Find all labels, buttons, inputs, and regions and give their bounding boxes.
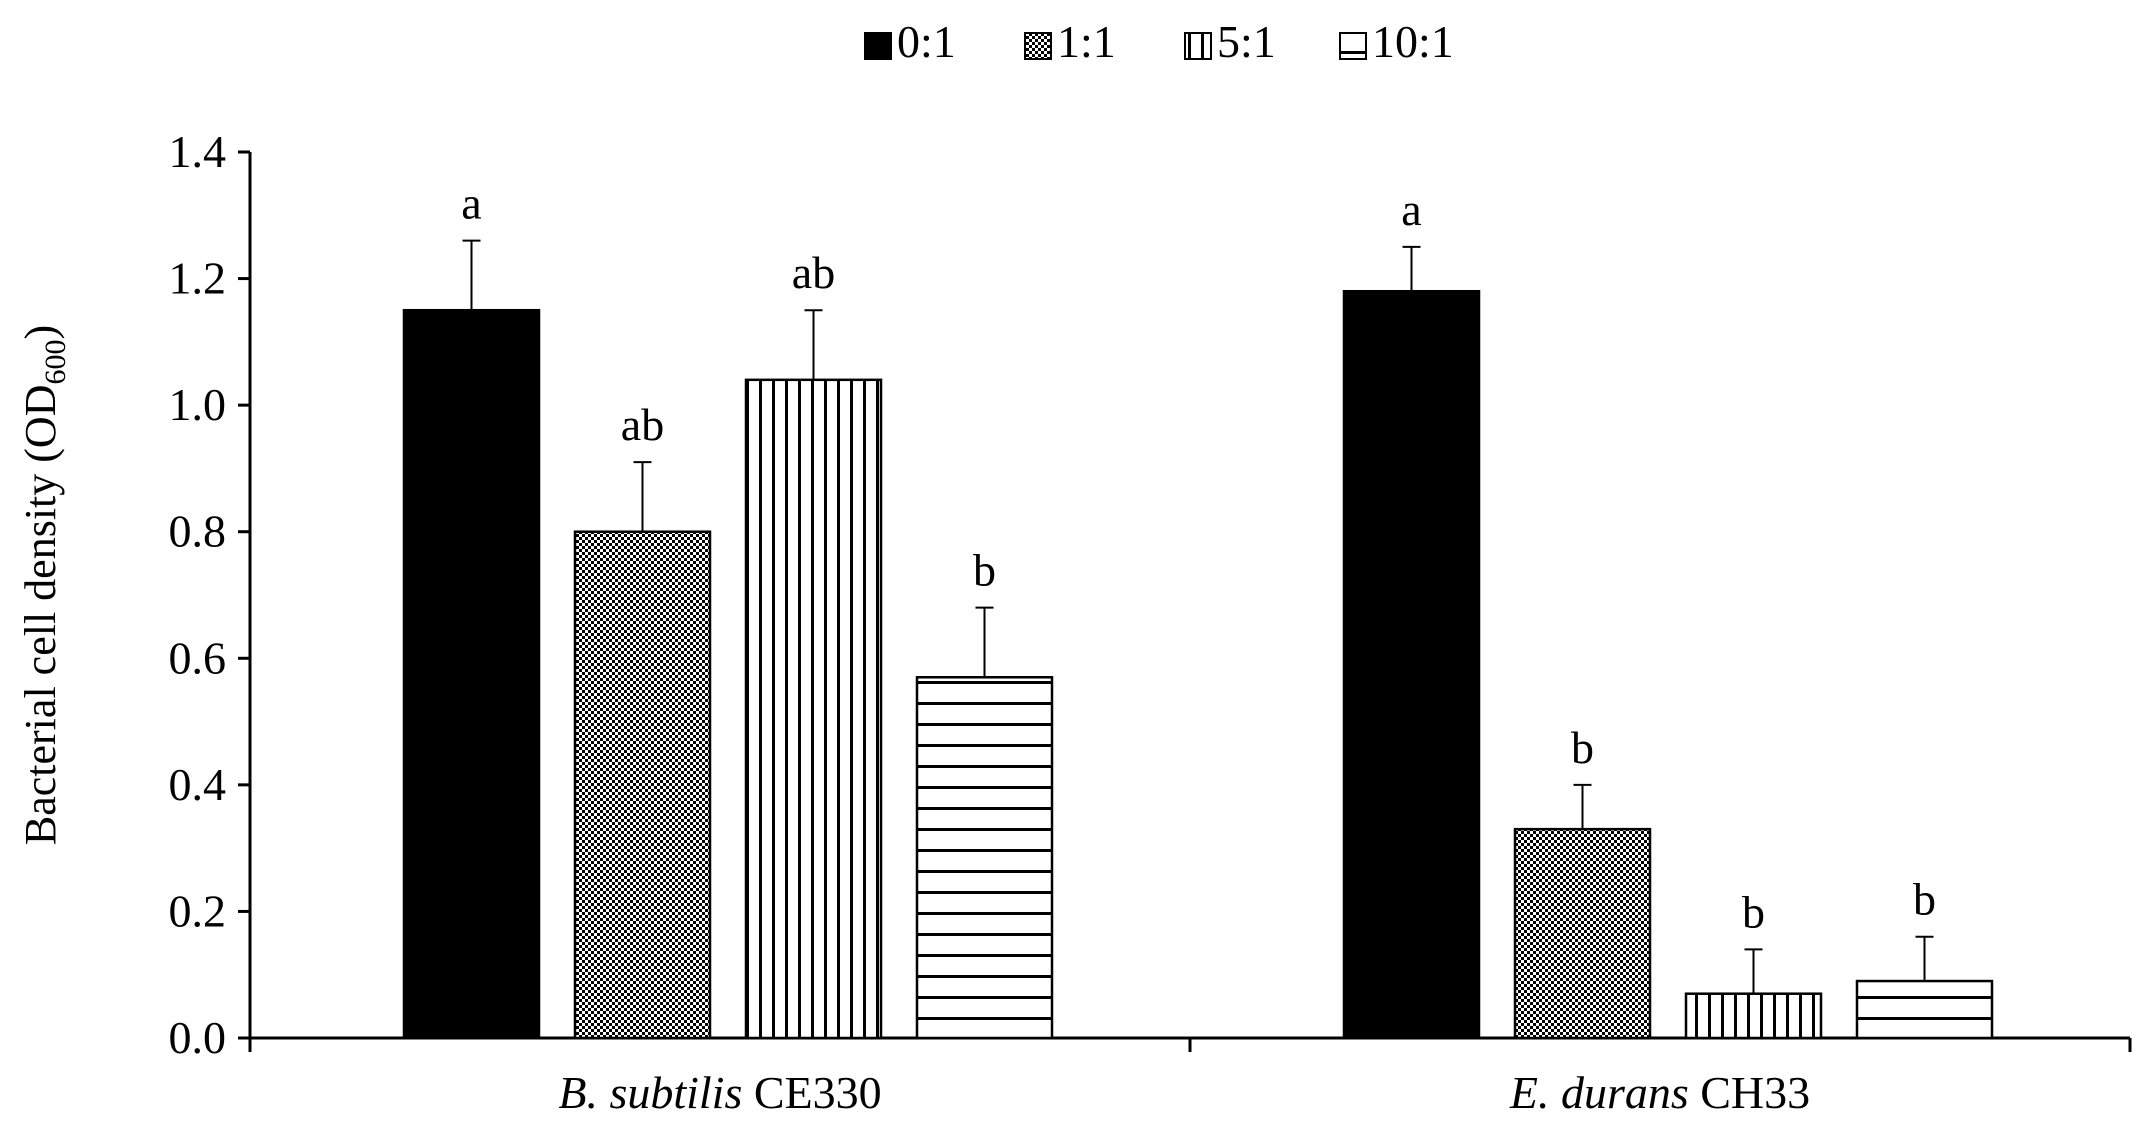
x-category-italic: B. subtilis (558, 1067, 742, 1118)
y-axis-label-subscript: 600 (39, 340, 72, 385)
legend: 0:1 1:1 5:1 10:1 (864, 16, 1454, 67)
significance-label: ab (792, 247, 835, 298)
y-tick-label: 1.4 (169, 126, 227, 177)
y-tick-label: 1.2 (169, 253, 227, 304)
bar-5-1-2 (1684, 992, 1823, 1040)
legend-label: 1:1 (1057, 16, 1116, 67)
x-category-plain: CH33 (1689, 1067, 1810, 1118)
legend-swatch-5-1 (1184, 32, 1212, 60)
legend-label: 5:1 (1217, 16, 1276, 67)
legend-label: 0:1 (897, 16, 956, 67)
y-axis-label-main: Bacterial cell density (OD (16, 385, 65, 846)
bar-10-1-2 (1855, 979, 1994, 1040)
error-bars (462, 239, 1934, 994)
y-tick-label: 0.0 (169, 1012, 227, 1063)
legend-swatch-0-1 (864, 32, 892, 60)
significance-label: b (1571, 722, 1594, 773)
significance-label: b (1913, 874, 1936, 925)
y-tick-label: 0.2 (169, 885, 227, 936)
bar-5-1-1 (744, 378, 883, 1040)
bar-10-1-1 (915, 676, 1054, 1040)
x-category-italic: E. durans (1509, 1067, 1689, 1118)
legend-swatch-1-1 (1024, 32, 1052, 60)
y-axis-label-close: ) (16, 325, 65, 340)
y-axis: Bacterial cell density (OD600) 0.0 0.2 0.4… (16, 126, 252, 1063)
x-category-label: B. subtilis CE330 (558, 1067, 881, 1118)
y-tick-label: 0.6 (169, 632, 227, 683)
bar-1-1-1 (573, 530, 712, 1040)
bar-1-1-2 (1513, 827, 1652, 1040)
significance-label: ab (621, 399, 664, 450)
significance-label: b (1742, 886, 1765, 937)
bar-0-1-2 (1342, 289, 1481, 1040)
bars (402, 289, 1994, 1040)
y-axis-label: Bacterial cell density (OD600) (16, 325, 72, 845)
significance-label: b (973, 545, 996, 596)
significance-label: a (1401, 184, 1421, 235)
x-category-label: E. durans CH33 (1509, 1067, 1810, 1118)
legend-label: 10:1 (1372, 16, 1454, 67)
y-tick-label: 1.0 (169, 379, 227, 430)
x-axis: B. subtilis CE330 E. durans CH33 (248, 1036, 2132, 1118)
y-tick-label: 0.4 (169, 759, 227, 810)
x-category-plain: CE330 (742, 1067, 881, 1118)
legend-swatch-10-1 (1339, 32, 1367, 60)
bar-0-1-1 (402, 308, 541, 1040)
significance-label: a (461, 178, 481, 229)
y-tick-label: 0.8 (169, 506, 227, 557)
